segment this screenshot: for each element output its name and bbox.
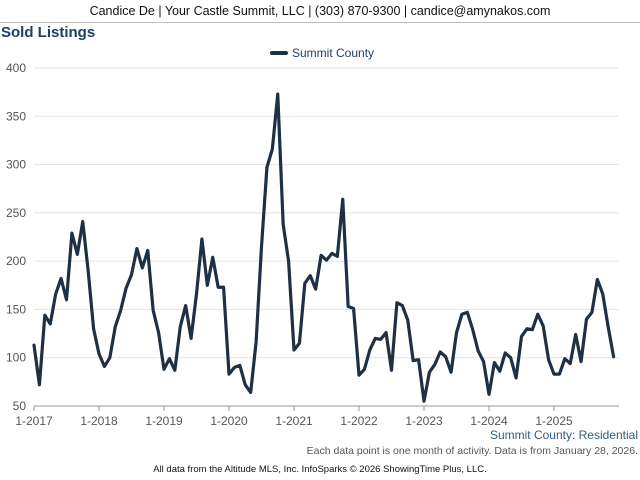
series-group <box>32 92 616 403</box>
y-tick-label-100: 100 <box>6 351 26 365</box>
x-axis: 1-2017 1-2018 1-2019 1-2020 1-2021 1-2022 1-20… <box>15 405 619 428</box>
legend-label-0: Summit County <box>292 46 374 60</box>
series-line-0 <box>32 92 616 403</box>
x-tick-label-1-2018: 1-2018 <box>80 414 118 428</box>
y-tick-label-300: 300 <box>6 158 26 172</box>
chart-subtitle: Summit County: Residential <box>489 428 638 442</box>
y-tick-label-400: 400 <box>6 61 26 75</box>
data-note: Each data point is one month of activity… <box>306 445 638 457</box>
page-title: Sold Listings <box>1 24 96 41</box>
x-tick-label-1-2024: 1-2024 <box>470 414 508 428</box>
agent-contact-header: Candice De | Your Castle Summit, LLC | (… <box>0 0 640 23</box>
y-tick-label-250: 250 <box>6 206 26 220</box>
footer-credit: All data from the Altitude MLS, Inc. Inf… <box>153 464 487 475</box>
y-tick-label-150: 150 <box>6 302 26 316</box>
x-tick-label-1-2017: 1-2017 <box>15 414 53 428</box>
y-axis: 50 100 150 200 250 300 350 400 <box>6 61 26 413</box>
y-tick-label-350: 350 <box>6 109 26 123</box>
x-tick-label-1-2022: 1-2022 <box>340 414 378 428</box>
x-tick-label-1-2023: 1-2023 <box>405 414 443 428</box>
y-tick-label-200: 200 <box>6 254 26 268</box>
x-tick-label-1-2021: 1-2021 <box>275 414 313 428</box>
legend: Summit County <box>270 46 374 60</box>
y-tick-label-50: 50 <box>13 399 27 413</box>
x-tick-label-1-2025: 1-2025 <box>535 414 573 428</box>
gridlines <box>34 67 619 359</box>
x-tick-label-1-2020: 1-2020 <box>210 414 248 428</box>
x-tick-label-1-2019: 1-2019 <box>145 414 183 428</box>
